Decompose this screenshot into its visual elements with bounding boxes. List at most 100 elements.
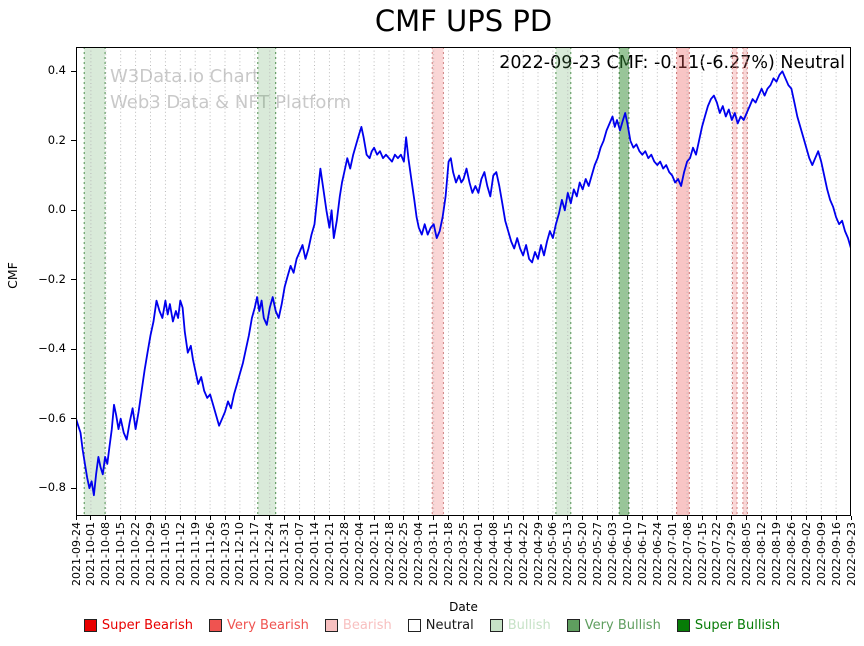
x-tick-mark	[776, 516, 777, 520]
chart-title: CMF UPS PD	[374, 4, 553, 38]
x-tick-label: 2021-10-22	[128, 522, 144, 586]
x-tick-label: 2022-06-24	[649, 522, 665, 586]
y-tick-label: 0.2	[47, 132, 66, 147]
x-tick-label: 2022-01-28	[336, 522, 352, 586]
x-tick-label: 2022-01-14	[307, 522, 323, 586]
x-tick-label: 2021-09-24	[68, 522, 84, 586]
x-tick-label: 2021-11-12	[172, 522, 188, 586]
x-tick-mark	[626, 516, 628, 520]
x-tick-label: 2022-08-05	[739, 522, 755, 586]
x-tick-mark	[552, 516, 554, 520]
x-tick-text: 2022-06-17	[635, 522, 649, 586]
x-tick-mark	[239, 516, 241, 520]
x-tick-text: 2021-10-22	[129, 522, 143, 586]
x-tick-text: 2022-08-19	[770, 522, 783, 586]
x-tick-label: 2022-09-23	[843, 522, 859, 586]
x-tick-text: 2022-08-05	[740, 522, 754, 586]
x-tick-text: 2021-11-19	[188, 522, 202, 586]
x-tick-mark	[209, 516, 211, 520]
x-tick-text: 2022-09-23	[844, 522, 858, 586]
y-tick-label: 0.0	[47, 202, 66, 217]
x-tick-label: 2022-03-18	[441, 522, 457, 586]
x-tick-label: 2022-04-01	[470, 522, 486, 586]
x-tick-label: 2022-06-03	[605, 522, 621, 586]
x-tick-text: 2022-05-20	[576, 522, 590, 586]
x-tick-text: 2022-06-10	[620, 522, 634, 586]
x-tick-mark	[358, 516, 360, 520]
x-tick-label: 2021-12-24	[262, 522, 278, 586]
x-tick-mark	[463, 516, 464, 520]
x-tick-mark	[164, 516, 166, 520]
x-tick-mark	[761, 516, 763, 520]
x-tick-label: 2022-03-04	[411, 522, 427, 586]
x-tick-mark	[537, 516, 539, 520]
x-tick-text: 2022-03-25	[457, 522, 470, 586]
x-tick-text: 2021-12-17	[248, 522, 262, 586]
x-tick-label: 2022-04-29	[530, 522, 546, 586]
x-tick-mark	[269, 516, 271, 520]
legend-label: Super Bearish	[101, 618, 193, 633]
x-tick-text: 2022-05-06	[546, 522, 560, 586]
y-tick-label: −0.8	[38, 480, 66, 495]
signal-band	[432, 47, 444, 516]
x-tick-mark	[105, 516, 107, 520]
legend-item-super-bearish: Super Bearish	[83, 618, 193, 633]
x-tick-text: 2022-04-01	[471, 522, 485, 586]
x-tick-mark	[403, 516, 405, 520]
x-tick-mark	[135, 516, 137, 520]
y-tick-mark	[71, 418, 76, 420]
x-tick-label: 2022-03-25	[456, 522, 472, 586]
x-tick-label: 2022-08-12	[754, 522, 770, 586]
x-tick-text: 2022-09-02	[799, 522, 813, 586]
x-tick-label: 2022-04-08	[485, 522, 501, 586]
x-tick-mark	[522, 516, 524, 520]
legend-swatch	[676, 619, 690, 632]
y-tick-label: −0.4	[38, 341, 66, 356]
x-tick-label: 2022-07-08	[679, 522, 695, 586]
legend-item-bullish: Bullish	[489, 618, 551, 633]
x-tick-mark	[850, 516, 852, 520]
x-tick-label: 2022-05-27	[590, 522, 606, 586]
x-tick-label: 2022-06-17	[634, 522, 650, 586]
x-tick-mark	[150, 516, 151, 520]
y-tick-label: 0.4	[47, 63, 66, 78]
x-tick-label: 2021-11-19	[187, 522, 203, 586]
x-tick-label: 2021-12-17	[247, 522, 263, 586]
y-tick-mark	[71, 348, 76, 350]
legend-swatch	[489, 619, 503, 632]
x-tick-mark	[314, 516, 315, 520]
x-tick-text: 2022-04-29	[531, 522, 545, 586]
x-tick-text: 2022-02-25	[397, 522, 411, 586]
latest-value-annotation: 2022-09-23 CMF: -0.11(-6.27%) Neutral	[499, 53, 845, 73]
x-tick-label: 2022-03-11	[426, 522, 442, 586]
x-tick-label: 2022-01-07	[292, 522, 308, 586]
signal-band	[732, 47, 737, 516]
x-tick-label: 2022-08-26	[783, 522, 799, 586]
x-tick-label: 2021-12-10	[232, 522, 248, 586]
x-tick-mark	[507, 516, 509, 520]
x-tick-mark	[716, 516, 718, 520]
legend-label: Bearish	[342, 618, 392, 633]
chart-plot-area	[76, 47, 851, 516]
x-tick-text: 2022-01-28	[337, 522, 351, 586]
x-tick-mark	[701, 516, 703, 520]
y-tick-mark	[71, 209, 76, 211]
x-tick-label: 2022-09-09	[813, 522, 829, 586]
x-tick-mark	[835, 516, 837, 520]
x-tick-text: 2022-07-01	[665, 522, 679, 586]
signal-band	[742, 47, 748, 516]
x-tick-label: 2022-02-18	[381, 522, 397, 586]
x-tick-label: 2022-08-19	[769, 522, 785, 586]
x-tick-text: 2021-12-31	[278, 522, 292, 586]
x-tick-mark	[75, 516, 77, 520]
x-tick-label: 2022-04-15	[500, 522, 516, 586]
x-tick-label: 2022-01-21	[321, 522, 337, 586]
legend-item-super-bullish: Super Bullish	[676, 618, 780, 633]
x-tick-mark	[433, 516, 435, 520]
x-tick-text: 2021-12-03	[218, 522, 232, 586]
x-tick-mark	[582, 516, 584, 520]
y-tick-label: −0.6	[38, 410, 66, 425]
x-tick-label: 2022-02-25	[396, 522, 412, 586]
x-tick-mark	[328, 516, 330, 520]
x-tick-text: 2022-04-15	[501, 522, 515, 586]
